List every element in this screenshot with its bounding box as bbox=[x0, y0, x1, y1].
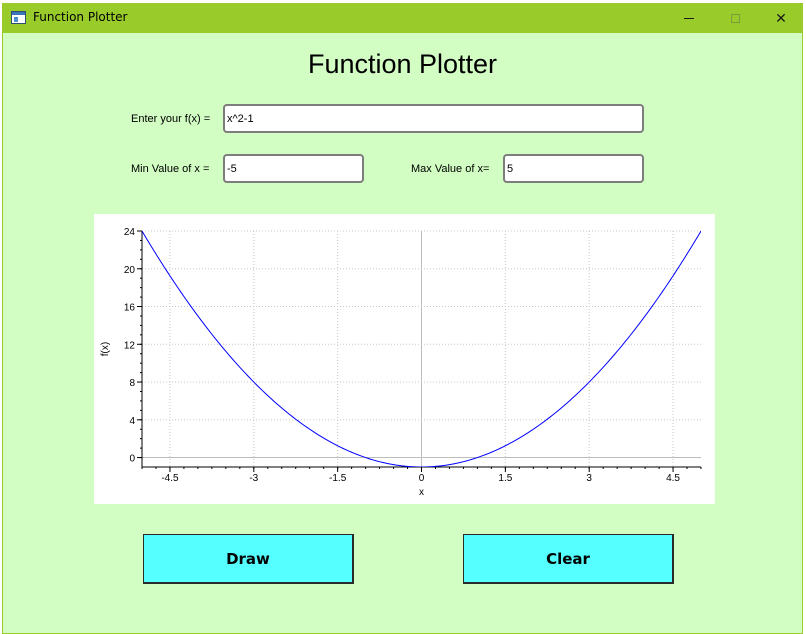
y-tick-label: 12 bbox=[124, 340, 136, 351]
maximize-icon bbox=[730, 14, 740, 23]
x-tick-label: -4.5 bbox=[161, 473, 179, 484]
x-axis-label: x bbox=[419, 487, 424, 498]
close-icon: ✕ bbox=[775, 10, 787, 27]
x-tick-label: -1.5 bbox=[329, 473, 347, 484]
min-x-label: Min Value of x = bbox=[131, 163, 210, 175]
function-label: Enter your f(x) = bbox=[131, 113, 211, 125]
function-curve bbox=[142, 231, 701, 467]
function-input[interactable] bbox=[223, 104, 644, 133]
min-x-input[interactable] bbox=[223, 154, 364, 183]
app-window-icon bbox=[11, 11, 26, 24]
x-tick-label: 1.5 bbox=[498, 473, 512, 484]
minimize-icon bbox=[684, 18, 694, 19]
function-plot[interactable]: -4.5 -3 -1.5 0 1.5 3 4.5 0 4 8 12 16 20 24 x f(x) bbox=[94, 214, 715, 504]
draw-button[interactable]: Draw bbox=[143, 534, 354, 584]
title-bar[interactable]: Function Plotter ✕ bbox=[3, 4, 802, 33]
y-tick-label: 4 bbox=[129, 416, 135, 427]
x-tick-label: 3 bbox=[586, 473, 592, 484]
y-tick-label: 16 bbox=[124, 303, 136, 314]
x-tick-label: 0 bbox=[419, 473, 425, 484]
plot-svg: -4.5 -3 -1.5 0 1.5 3 4.5 0 4 8 12 16 20 24 x f(x) bbox=[100, 227, 702, 498]
x-tick-label: -3 bbox=[249, 473, 258, 484]
max-x-input[interactable] bbox=[503, 154, 644, 183]
window-title: Function Plotter bbox=[33, 10, 128, 24]
x-tick-label: 4.5 bbox=[666, 473, 680, 484]
y-tick-label: 8 bbox=[129, 378, 135, 389]
app-window: Function Plotter ✕ Function Plotter Ente… bbox=[2, 3, 803, 634]
y-axis-label: f(x) bbox=[100, 342, 111, 356]
maximize-button[interactable] bbox=[712, 4, 758, 33]
y-tick-label: 0 bbox=[129, 454, 135, 465]
minimize-button[interactable] bbox=[666, 4, 712, 33]
y-tick-label: 24 bbox=[124, 227, 136, 238]
y-tick-label: 20 bbox=[124, 265, 136, 276]
close-button[interactable]: ✕ bbox=[758, 4, 804, 33]
clear-button[interactable]: Clear bbox=[463, 534, 674, 584]
page-title: Function Plotter bbox=[307, 49, 498, 79]
max-x-label: Max Value of x= bbox=[411, 163, 490, 175]
